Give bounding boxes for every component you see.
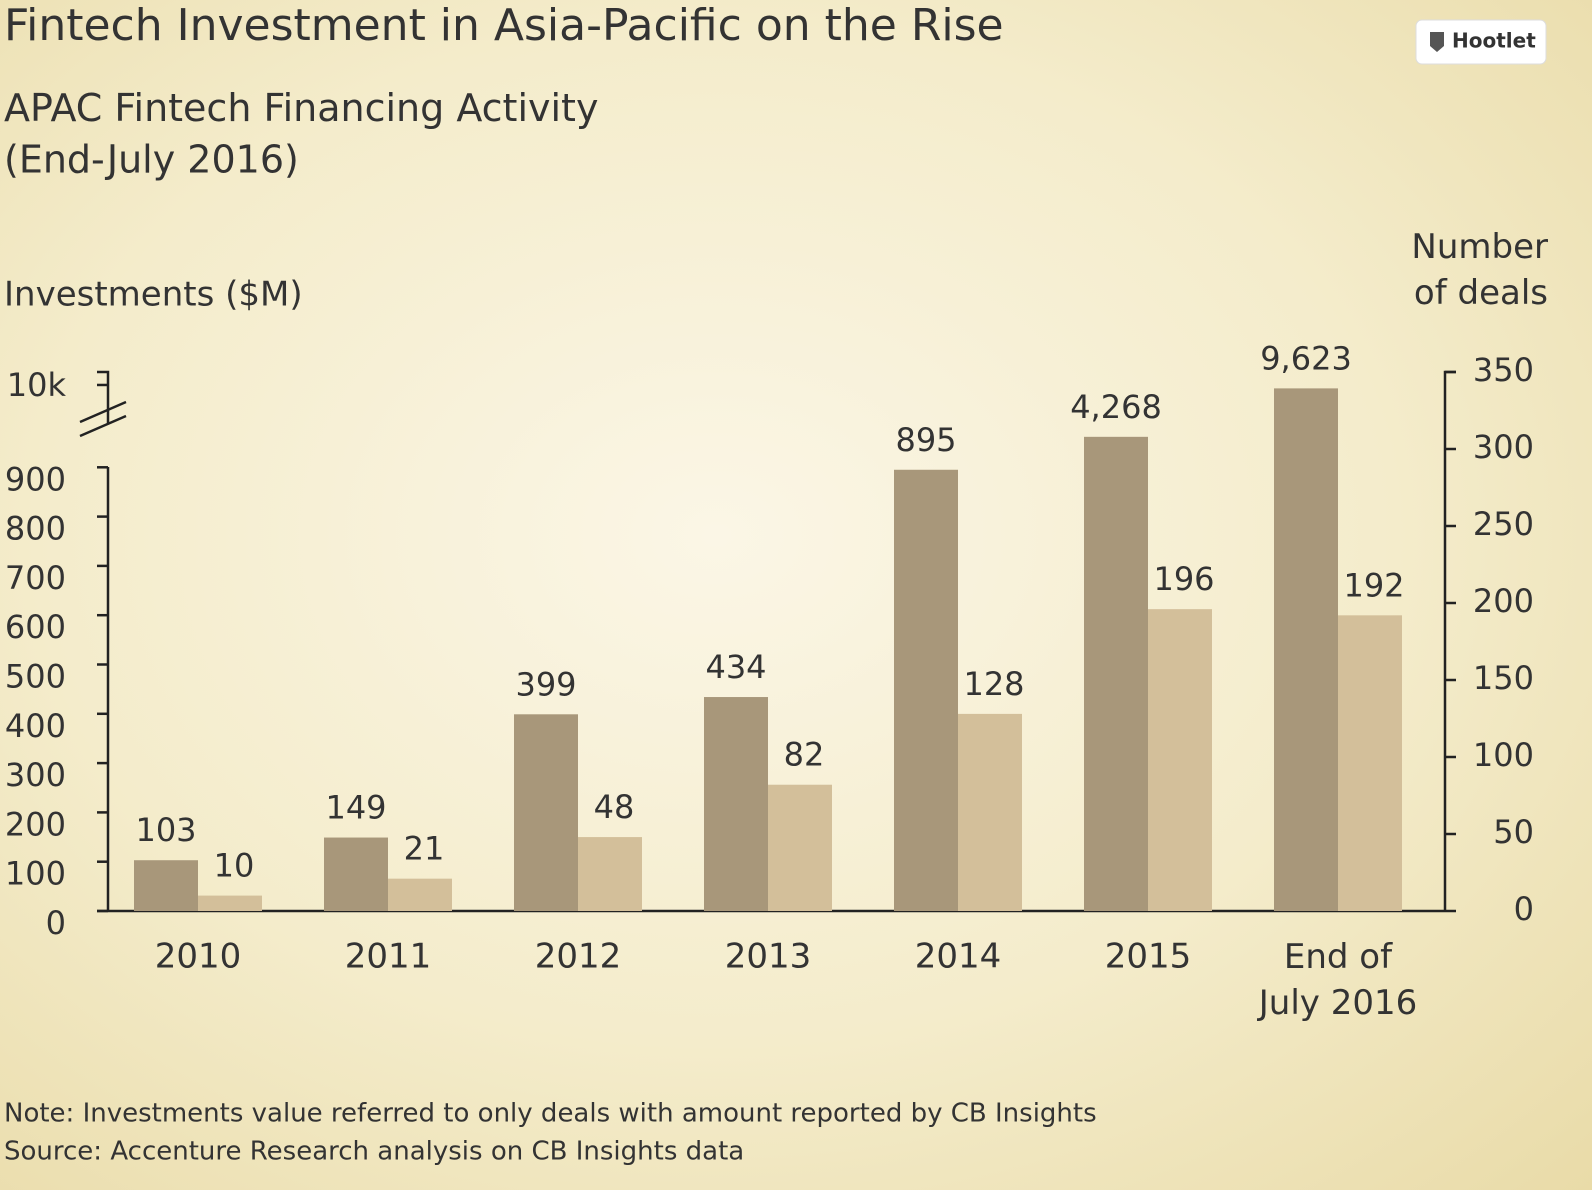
y2-axis-title: Number of deals [1411, 227, 1548, 313]
data-label: 196 [1153, 560, 1214, 598]
axis-break [79, 400, 127, 438]
y2-tick-label: 200 [1473, 582, 1534, 620]
data-label: 103 [135, 811, 196, 849]
bar [1274, 388, 1338, 911]
x-tick-label: 2011 [345, 937, 432, 977]
y2-tick-label: 150 [1473, 659, 1534, 697]
y-tick-label: 400 [5, 707, 66, 745]
x-tick-label: 2014 [915, 937, 1002, 977]
x-tick-label: 2012 [535, 937, 622, 977]
y2-axis [1443, 370, 1456, 911]
y-tick-label: 200 [5, 805, 66, 843]
badge-box [1415, 19, 1547, 65]
y-tick-label: 600 [5, 608, 66, 646]
y-tick-label: 700 [5, 559, 66, 597]
bar [514, 714, 578, 911]
y2-tick-label: 100 [1473, 736, 1534, 774]
badge-icon [1430, 32, 1444, 52]
data-label: 4,268 [1070, 388, 1162, 426]
x-tick-label: 2013 [725, 937, 812, 977]
y-tick-label: 800 [5, 510, 66, 548]
note: Note: Investments value referred to only… [4, 1099, 1097, 1129]
x-tick-label: 2015 [1105, 937, 1192, 977]
bar [1148, 609, 1212, 911]
bar [768, 784, 832, 911]
data-label: 399 [515, 665, 576, 703]
x-tick-label: End of July 2016 [1257, 937, 1417, 1023]
subtitle: APAC Fintech Financing Activity (End-July… [4, 86, 598, 181]
badge: Hootlet [1452, 29, 1536, 53]
bar [324, 837, 388, 911]
y2-tick-label: 350 [1473, 351, 1534, 389]
data-label: 21 [404, 830, 445, 868]
bar [388, 878, 452, 911]
bar [134, 860, 198, 911]
bar [1338, 615, 1402, 911]
data-label: 48 [594, 788, 635, 826]
y-tick-label: 100 [5, 855, 66, 893]
data-label: 895 [895, 421, 956, 459]
y2-tick-label: 50 [1493, 813, 1534, 851]
y2-tick-label: 0 [1514, 890, 1534, 928]
y2-tick-label: 300 [1473, 428, 1534, 466]
y-axis [97, 370, 110, 911]
data-label: 434 [705, 648, 766, 686]
bar [894, 469, 958, 911]
data-label: 128 [963, 665, 1024, 703]
data-label: 192 [1343, 566, 1404, 604]
x-tick-label: 2010 [155, 937, 242, 977]
y-tick-label: 0 [46, 904, 66, 942]
data-label: 10 [214, 847, 255, 885]
data-label: 9,623 [1260, 339, 1352, 377]
bar [704, 697, 768, 911]
data-label: 82 [784, 736, 825, 774]
y-tick-label: 500 [5, 658, 66, 696]
data-label: 149 [325, 789, 386, 827]
chart-title: Fintech Investment in Asia-Pacific on th… [4, 0, 1004, 51]
y-tick-label: 300 [5, 756, 66, 794]
y-tick-label: 10k [7, 366, 67, 404]
y-axis-title: Investments ($M) [4, 275, 303, 315]
source: Source: Accenture Research analysis on C… [4, 1137, 744, 1167]
bar [1084, 436, 1148, 911]
bar [958, 713, 1022, 911]
bar [198, 895, 262, 911]
bar [578, 837, 642, 911]
y2-tick-label: 250 [1473, 505, 1534, 543]
y-tick-label: 900 [5, 460, 66, 498]
